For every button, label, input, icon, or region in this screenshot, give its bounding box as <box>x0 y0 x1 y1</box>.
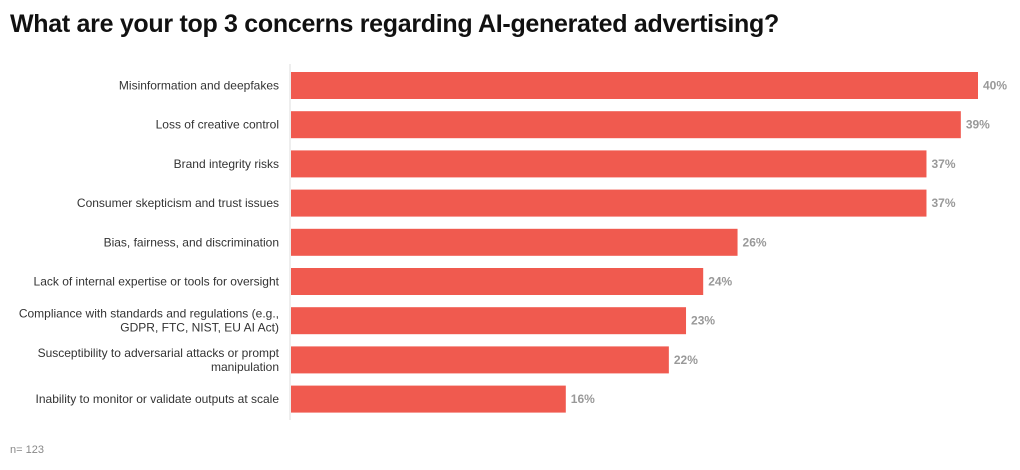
category-label: Susceptibility to adversarial attacks or… <box>38 346 280 374</box>
value-label: 24% <box>708 275 732 289</box>
value-label: 37% <box>931 196 955 210</box>
category-label: Consumer skepticism and trust issues <box>77 196 279 210</box>
category-label: Loss of creative control <box>156 118 279 132</box>
value-label: 37% <box>931 157 955 171</box>
category-label: Compliance with standards and regulation… <box>19 307 279 335</box>
bar <box>291 268 704 295</box>
sample-size-note: n= 123 <box>10 444 44 456</box>
bar <box>291 385 566 413</box>
category-label: Misinformation and deepfakes <box>119 79 279 93</box>
category-label: Bias, fairness, and discrimination <box>104 235 279 249</box>
chart-title: What are your top 3 concerns regarding A… <box>10 10 779 38</box>
value-label: 39% <box>966 118 990 132</box>
bar <box>291 111 961 139</box>
category-label: Brand integrity risks <box>174 157 279 171</box>
bars-group: 40% Misinformation and deepfakes 39% Loss o… <box>19 72 1007 413</box>
bar <box>291 72 978 99</box>
bar <box>291 150 927 178</box>
value-label: 40% <box>983 79 1007 93</box>
value-label: 26% <box>743 235 767 249</box>
category-label: Inability to monitor or validate outputs… <box>36 392 280 406</box>
bar <box>291 228 738 256</box>
bar <box>291 307 687 335</box>
bar <box>291 189 927 217</box>
bar <box>291 346 669 374</box>
value-label: 22% <box>674 353 698 367</box>
category-label: Lack of internal expertise or tools for … <box>34 275 280 289</box>
value-label: 23% <box>691 314 715 328</box>
value-label: 16% <box>571 392 595 406</box>
